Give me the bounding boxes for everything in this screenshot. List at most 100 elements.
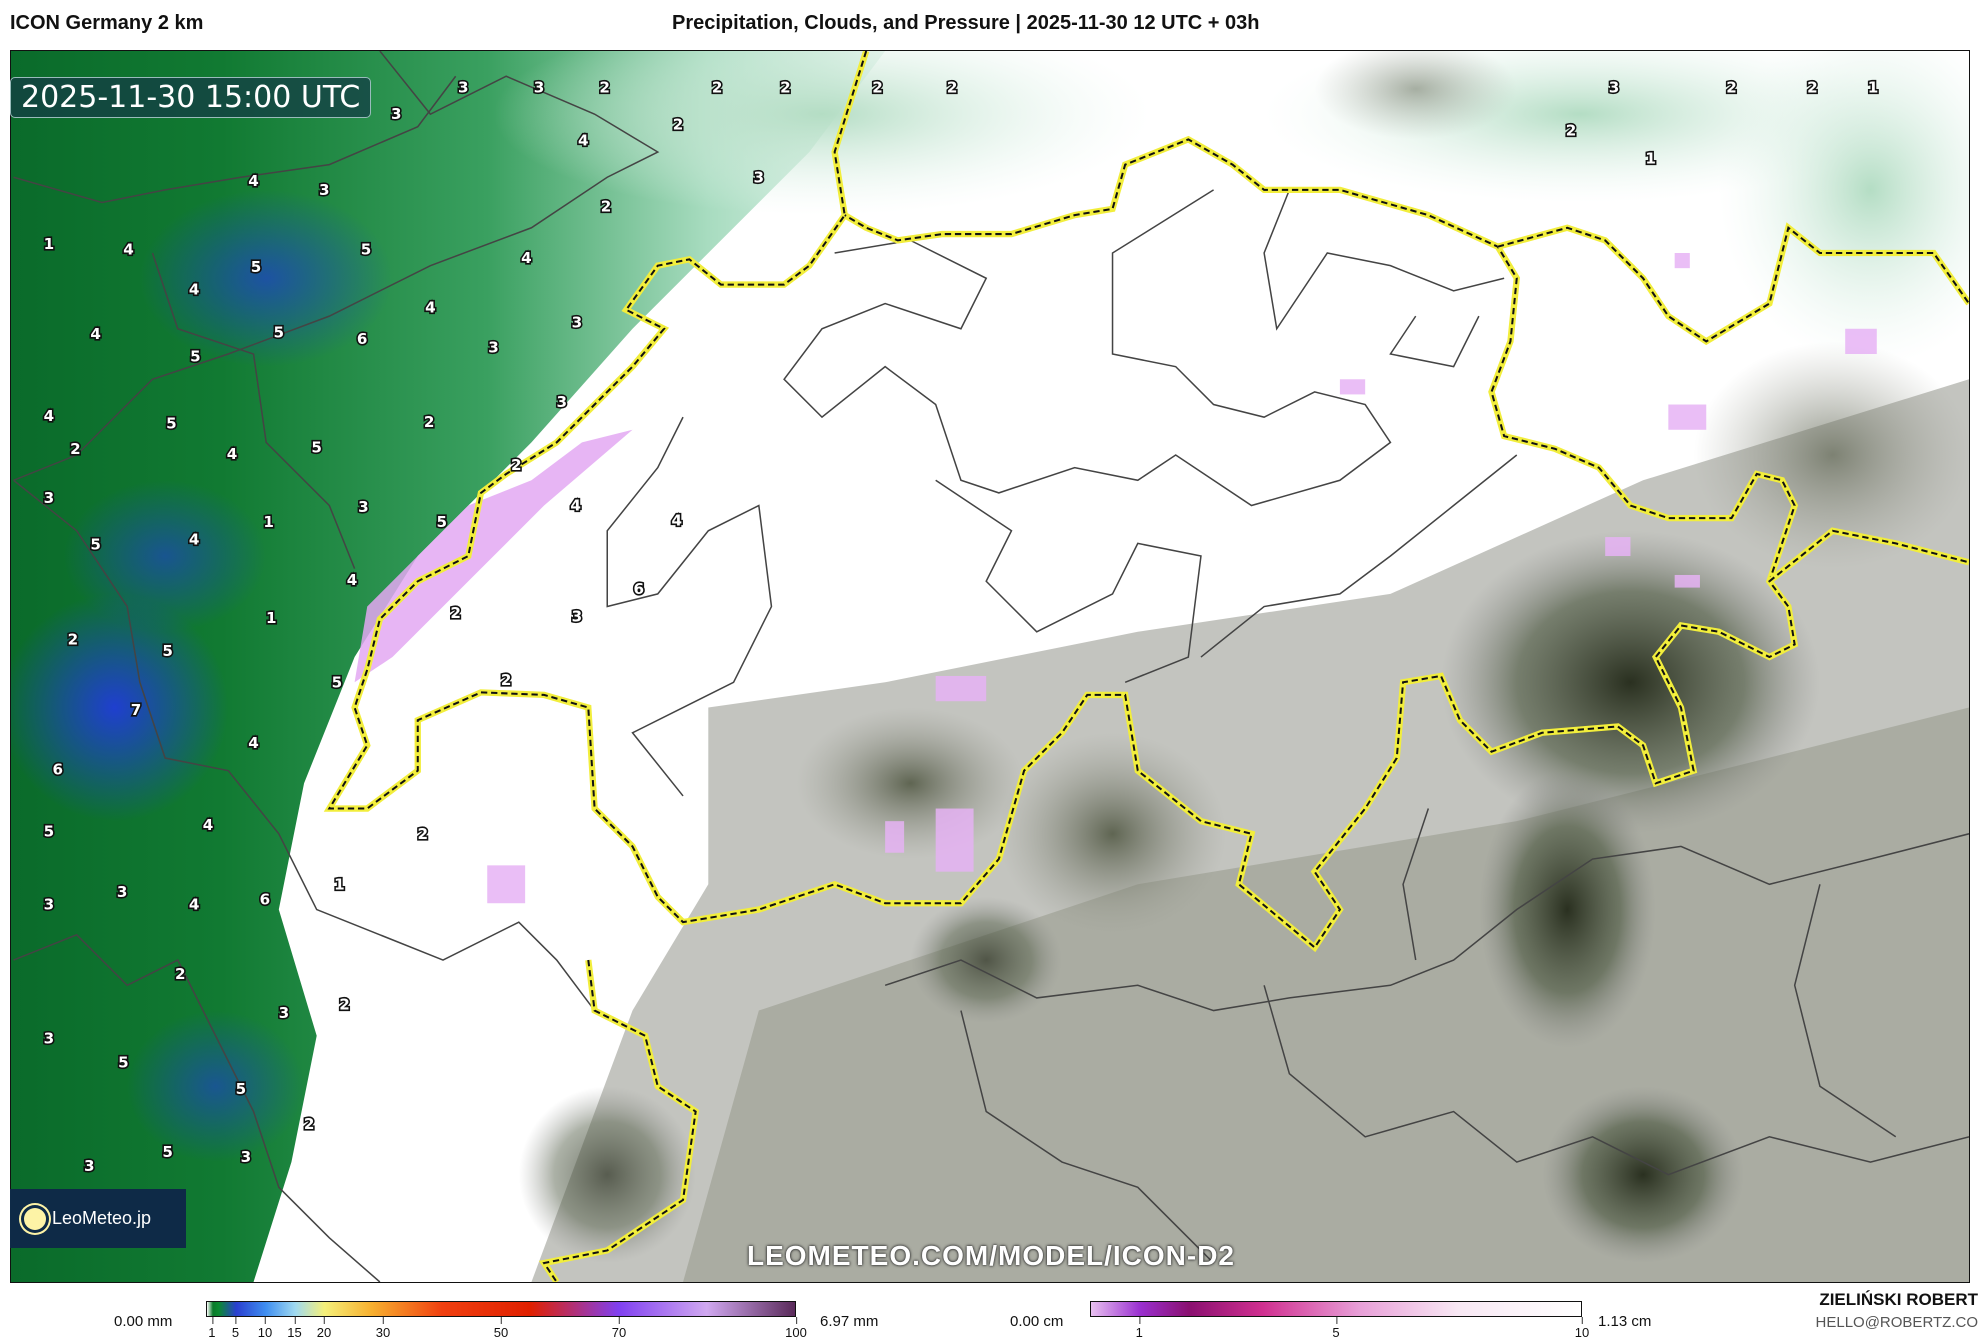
precip-value-label: 2: [424, 413, 435, 431]
precip-value-label: 2: [70, 440, 81, 458]
precip-value-label: 2: [304, 1115, 315, 1133]
snow-tick-label: 10: [1574, 1317, 1590, 1340]
precip-value-label: 5: [162, 1143, 173, 1161]
precip-colorbar: [206, 1301, 796, 1317]
precip-value-label: 2: [450, 604, 461, 622]
precip-value-label: 5: [166, 415, 177, 433]
precip-value-label: 2: [501, 671, 512, 689]
precip-tick-label: 5: [231, 1317, 240, 1340]
precip-value-label: 3: [44, 1029, 55, 1047]
precip-value-label: 5: [118, 1053, 129, 1071]
precip-value-label: 5: [90, 536, 101, 554]
precip-tick-label: 30: [375, 1317, 391, 1340]
precip-value-label: 2: [872, 79, 883, 97]
model-name: ICON Germany 2 km: [10, 12, 204, 34]
author-name: ZIELIŃSKI ROBERT: [1819, 1290, 1978, 1309]
precip-value-label: 5: [311, 438, 322, 456]
precip-value-label: 3: [572, 314, 583, 332]
site-watermark: LEOMETEO.COM/MODEL/ICON-D2: [747, 1240, 1235, 1271]
precip-value-label: 3: [84, 1157, 95, 1175]
precip-value-label: 2: [68, 630, 79, 648]
precip-value-label: 2: [1726, 79, 1737, 97]
precip-value-label: 2: [599, 79, 610, 97]
precip-value-label: 6: [52, 760, 63, 778]
precip-value-label: 1: [1645, 149, 1656, 167]
precip-value-label: 4: [347, 571, 358, 589]
precip-value-label: 5: [361, 240, 372, 258]
leometeo-logo: LeoMeteo.jp: [10, 1189, 186, 1248]
precip-value-label: 5: [236, 1080, 247, 1098]
precip-tick-label: 1: [208, 1317, 216, 1340]
precip-value-label: 5: [190, 348, 201, 366]
precip-value-label: 2: [673, 115, 684, 133]
precip-value-label: 4: [578, 132, 589, 150]
precip-min: 0.00 mm: [114, 1313, 173, 1330]
author-contact[interactable]: HELLO@ROBERTZ.CO: [1815, 1314, 1978, 1331]
precip-value-label: 4: [671, 512, 682, 530]
precip-value-label: 3: [241, 1148, 252, 1166]
precip-value-label: 3: [1609, 79, 1620, 97]
precip-value-label: 5: [162, 642, 173, 660]
precip-value-label: 3: [391, 105, 402, 123]
precip-value-label: 6: [634, 580, 645, 598]
precip-value-label: 5: [251, 258, 262, 276]
precip-value-label: 4: [248, 172, 259, 190]
precip-value-label: 5: [274, 324, 285, 342]
precip-value-label: 2: [175, 965, 186, 983]
precip-value-label: 3: [319, 181, 330, 199]
weather-map[interactable]: 3 3 2 2 2 2 2 3 2 2 2 1 1 2 3 4 4 3 1 4 5 5 2 4 4 5 6 4 3 3 5 4 5 4 2 4 5 2 3 3…: [10, 50, 1970, 1283]
precip-value-label: 3: [358, 498, 369, 516]
precip-value-label: 3: [572, 608, 583, 626]
precip-value-label: 2: [339, 995, 350, 1013]
snow-min: 0.00 cm: [1010, 1313, 1064, 1330]
snow-max: 1.13 cm: [1598, 1313, 1652, 1330]
precip-value-label: 1: [334, 875, 345, 893]
precip-value-label: 7: [131, 701, 142, 719]
admin-borders: [13, 51, 1969, 1282]
snow-tick-label: 5: [1332, 1317, 1340, 1340]
precip-value-label: 3: [534, 79, 545, 97]
precip-value-label: 2: [418, 825, 429, 843]
precip-value-label: 3: [117, 883, 128, 901]
precip-value-label: 4: [227, 445, 238, 463]
sun-icon: [24, 1207, 46, 1230]
precip-value-label: 2: [1807, 79, 1818, 97]
precip-value-label: 6: [260, 890, 271, 908]
precip-value-label: 6: [357, 330, 368, 348]
precip-value-label: 2: [780, 79, 791, 97]
precip-value-label: 4: [189, 281, 200, 299]
precip-value-label: 4: [189, 531, 200, 549]
precip-tick-label: 100: [785, 1317, 807, 1340]
precip-value-label: 4: [203, 816, 214, 834]
logo-text: LeoMeteo.jp: [52, 1208, 152, 1228]
precip-value-label: 2: [947, 79, 958, 97]
precip-value-label: 5: [436, 513, 447, 531]
precip-value-label: 2: [511, 456, 522, 474]
chart-title: Precipitation, Clouds, and Pressure | 20…: [672, 12, 1260, 34]
snow-colorbar: [1090, 1301, 1582, 1317]
precip-tick-label: 15: [287, 1317, 302, 1340]
mixed-precip-area: [354, 429, 633, 683]
precip-value-label: 4: [521, 249, 532, 267]
precip-tick-label: 10: [257, 1317, 273, 1340]
precip-value-label: 4: [90, 325, 101, 343]
precip-value-label: 3: [754, 168, 765, 186]
precip-value-label: 4: [570, 497, 581, 515]
precip-value-label: 4: [189, 896, 200, 914]
precip-tick-label: 50: [493, 1317, 509, 1340]
valid-time-stamp: 2025-11-30 15:00 UTC: [10, 77, 372, 118]
precip-value-label: 2: [712, 79, 723, 97]
precip-value-label: 5: [332, 673, 343, 691]
precip-value-label: 3: [44, 896, 55, 914]
precip-value-label: 3: [279, 1004, 290, 1022]
precip-value-label: 1: [263, 513, 274, 531]
precip-value-label: 4: [248, 734, 259, 752]
precip-value-label: 4: [425, 298, 436, 316]
precip-tick-label: 70: [611, 1317, 627, 1340]
precip-value-label: 3: [44, 489, 55, 507]
precip-value-label: 3: [458, 79, 469, 97]
precip-max: 6.97 mm: [820, 1313, 879, 1330]
map-canvas: 3 3 2 2 2 2 2 3 2 2 2 1 1 2 3 4 4 3 1 4 5 5 2 4 4 5 6 4 3 3 5 4 5 4 2 4 5 2 3 3…: [11, 51, 1969, 1282]
snow-tick-label: 1: [1135, 1317, 1143, 1340]
precip-value-label: 1: [1868, 79, 1879, 97]
